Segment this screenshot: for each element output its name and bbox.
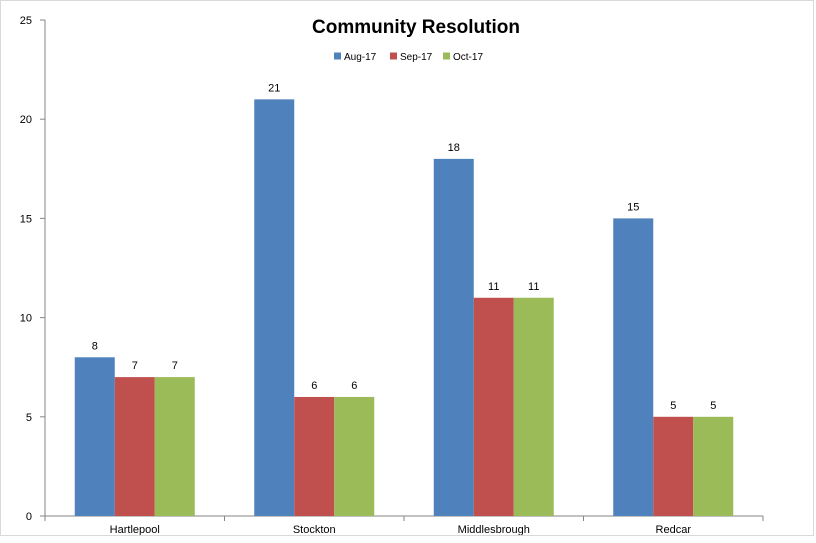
data-label: 18 [448, 142, 460, 154]
legend: Aug-17 Sep-17 Oct-17 [334, 52, 483, 63]
legend-swatch [334, 52, 341, 60]
legend-swatch [390, 52, 397, 60]
data-label: 5 [670, 400, 676, 412]
bars [74, 99, 734, 517]
data-label: 7 [172, 360, 178, 372]
y-tick-label: 25 [20, 15, 32, 27]
data-label: 11 [488, 281, 499, 293]
y-tick-label: 10 [20, 313, 32, 325]
x-tick-label: Redcar [656, 524, 692, 536]
data-label: 6 [351, 380, 357, 392]
bar [653, 416, 694, 516]
y-tick-label: 20 [20, 114, 32, 126]
bar [693, 416, 734, 516]
data-label: 6 [311, 380, 317, 392]
data-label: 7 [132, 360, 138, 372]
y-tick-label: 5 [26, 412, 32, 424]
legend-swatch [443, 52, 450, 60]
bar [254, 99, 295, 517]
y-tick-label: 0 [26, 511, 32, 523]
x-tick-label: Hartlepool [110, 524, 160, 536]
data-label: 8 [92, 340, 98, 352]
bar [613, 218, 654, 516]
data-label: 5 [710, 400, 716, 412]
x-tick-label: Stockton [293, 524, 336, 536]
data-label: 15 [627, 201, 639, 213]
y-tick-label: 15 [20, 213, 32, 225]
bar [154, 377, 195, 516]
data-label: 11 [528, 281, 539, 293]
bar [433, 158, 474, 516]
axes: 0 5 10 15 20 25 Hartlepool Stockton Middlesbroug… [20, 15, 764, 536]
bar [513, 297, 554, 516]
bar [74, 357, 115, 516]
bar [294, 396, 335, 516]
bar [114, 377, 155, 516]
legend-label: Sep-17 [400, 52, 433, 63]
x-tick-label: Middlesbrough [458, 524, 530, 536]
chart-title: Community Resolution [312, 17, 520, 38]
legend-label: Aug-17 [344, 52, 377, 63]
data-labels: 8 7 7 21 6 6 18 11 11 15 5 5 [92, 82, 717, 411]
legend-label: Oct-17 [453, 52, 483, 63]
bar [334, 396, 375, 516]
data-label: 21 [268, 82, 280, 94]
bar [473, 297, 514, 516]
